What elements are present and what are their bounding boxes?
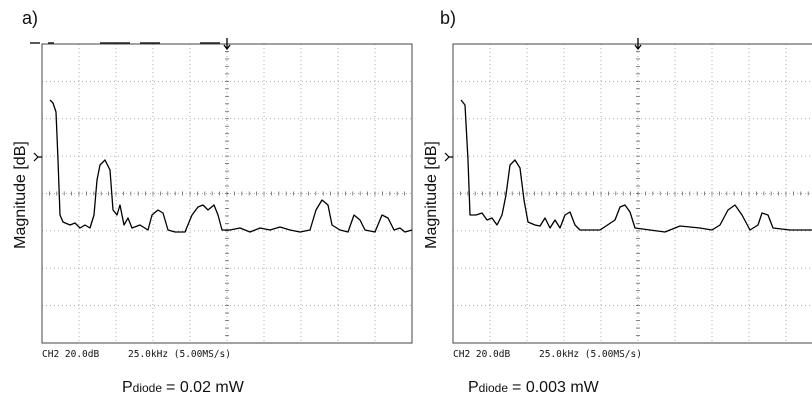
trigger-marker: [634, 38, 642, 51]
y-axis-label: Magnitude [dB]: [12, 141, 29, 249]
trigger-marker: [223, 38, 231, 51]
caption-symbol: P: [468, 379, 479, 396]
caption-subscript: diode: [133, 381, 163, 395]
caption-symbol: P: [122, 379, 133, 396]
caption-subscript: diode: [479, 381, 509, 395]
caption: Pdiode = 0.02 mW: [122, 379, 245, 396]
scope-span: 25.0kHz (5.00MS/s): [128, 349, 231, 360]
scope-channel: CH2 20.0dB: [453, 349, 510, 360]
spectrum-trace: [460, 99, 812, 233]
caption: Pdiode = 0.003 mW: [468, 379, 600, 396]
caption-rest: = 0.003 mW: [512, 379, 600, 396]
scope-channel: CH2 20.0dB: [42, 349, 99, 360]
level-marker: [444, 152, 453, 162]
grids: [33, 38, 812, 344]
y-axis-label: Magnitude [dB]: [423, 141, 440, 249]
panel-label: a): [22, 8, 38, 28]
caption-rest: = 0.02 mW: [166, 379, 245, 396]
scope-span: 25.0kHz (5.00MS/s): [539, 349, 642, 360]
level-marker: [33, 152, 42, 162]
panel-label: b): [440, 8, 456, 28]
spectrum-trace: [49, 99, 413, 233]
